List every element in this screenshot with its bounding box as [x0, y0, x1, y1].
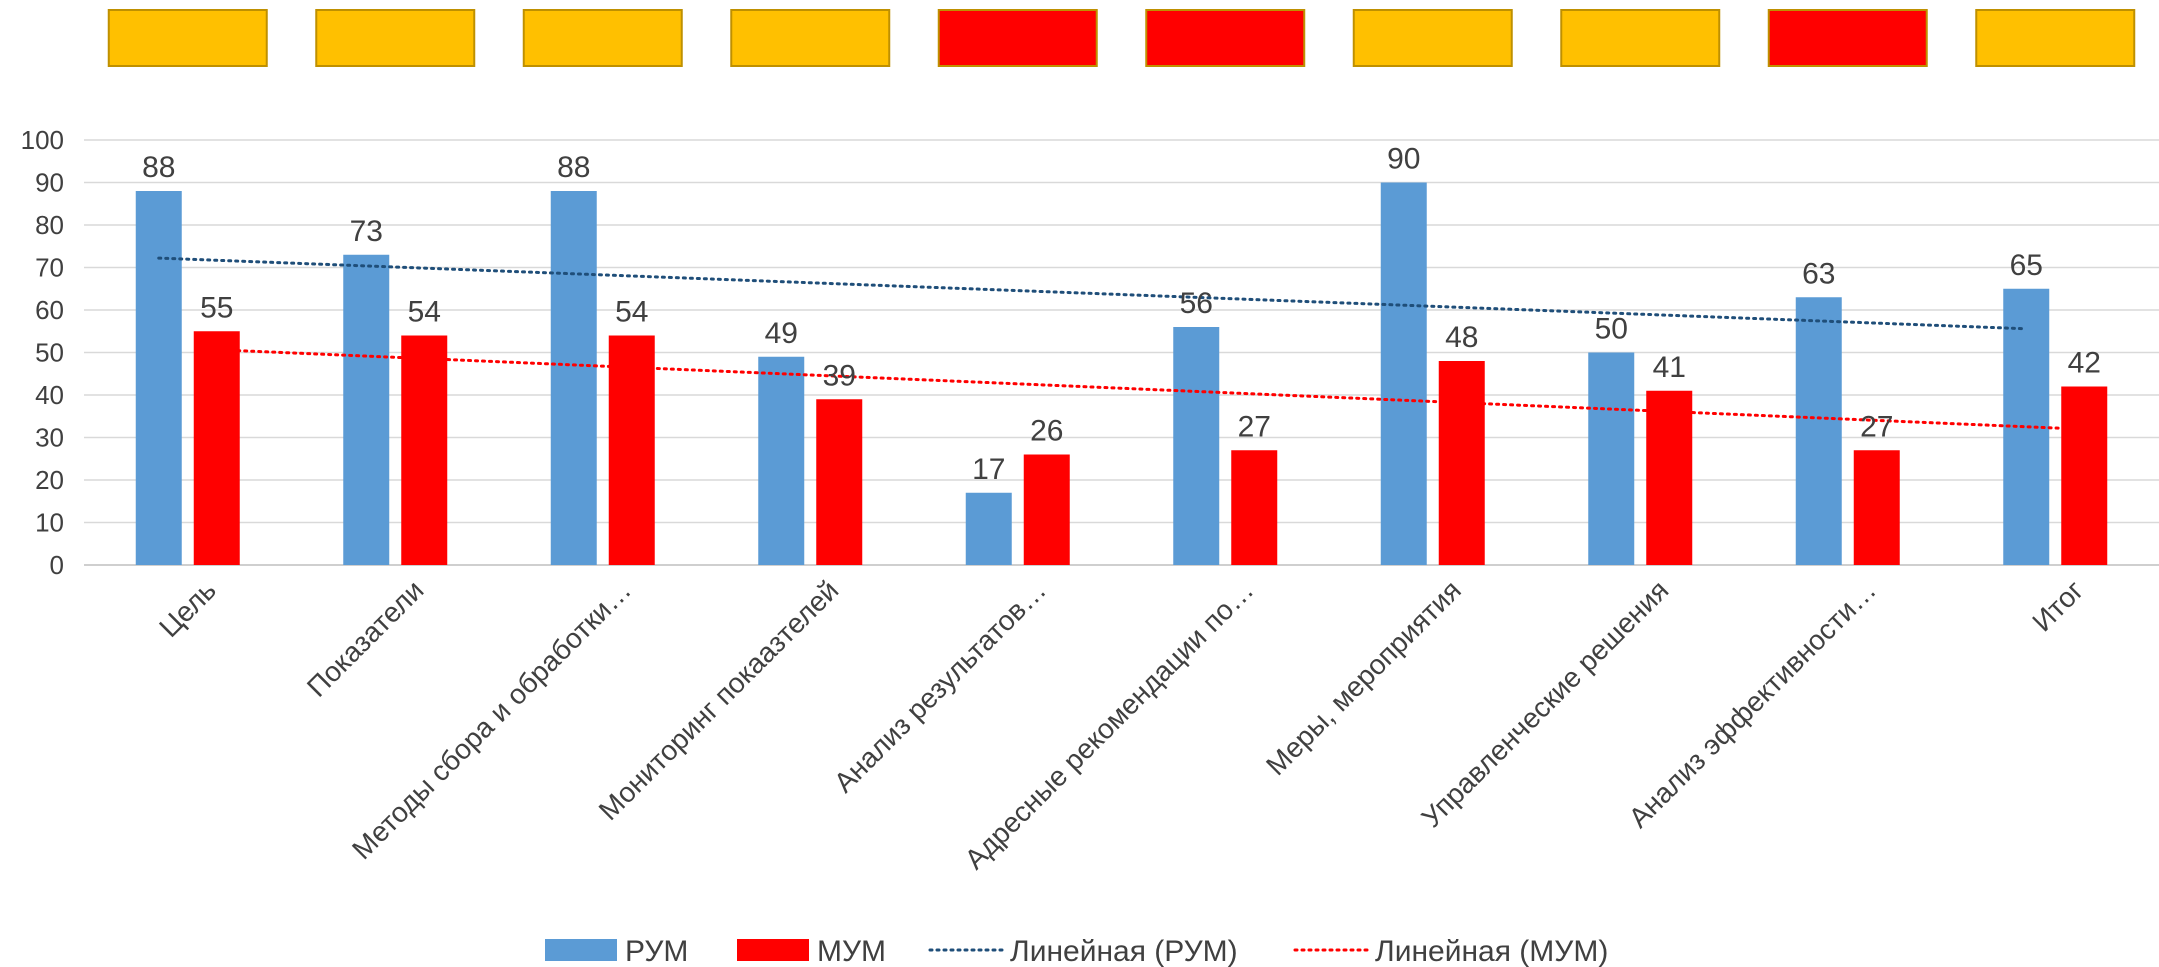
- x-category-label: Итог: [2026, 574, 2089, 637]
- bar-rum: [1173, 327, 1220, 565]
- data-label: 63: [1802, 257, 1835, 290]
- status-indicator: [522, 9, 683, 67]
- status-indicator: [1767, 9, 1928, 67]
- legend-swatch: [545, 939, 617, 961]
- legend-label: Линейная (МУМ): [1375, 935, 1608, 967]
- legend-swatch: [737, 939, 809, 961]
- y-tick-label: 100: [21, 125, 64, 155]
- data-label: 48: [1445, 321, 1478, 354]
- y-tick-label: 0: [50, 550, 64, 580]
- data-label: 88: [142, 151, 175, 184]
- x-category-label: Управленческие решения: [1415, 574, 1674, 833]
- data-label: 27: [1860, 410, 1893, 443]
- bar-rum: [135, 191, 182, 565]
- data-labels: 88 55 73 54 88 54 49 39 17 26 56 27 90 48 50 41 63 27 65 42: [142, 143, 2101, 486]
- y-tick-label: 60: [35, 295, 64, 325]
- trendlines: [157, 256, 2086, 431]
- bar-rum: [1380, 182, 1427, 565]
- legend-label: МУМ: [817, 935, 886, 967]
- data-label: 65: [2010, 249, 2043, 282]
- gridlines: [84, 139, 2159, 566]
- bar-rum: [343, 254, 390, 565]
- data-label: 88: [557, 151, 590, 184]
- data-label: 17: [972, 453, 1005, 486]
- legend-label: РУМ: [625, 935, 688, 967]
- x-category-label: Цель: [153, 574, 222, 643]
- bar-mum: [1438, 361, 1485, 565]
- status-indicator: [315, 9, 476, 67]
- trendline-rum: [157, 256, 2028, 331]
- status-indicator: [107, 9, 268, 67]
- x-category-label: Мониторинг покаазтелей: [593, 574, 845, 826]
- status-indicator: [730, 9, 891, 67]
- status-indicator: [1975, 9, 2136, 67]
- y-tick-label: 20: [35, 465, 64, 495]
- bar-rum: [1588, 352, 1635, 565]
- status-indicator: [1145, 9, 1306, 67]
- status-indicator: [937, 9, 1098, 67]
- y-tick-label: 70: [35, 253, 64, 283]
- bar-mum: [816, 399, 863, 565]
- bar-rum: [758, 356, 805, 565]
- data-label: 41: [1653, 351, 1686, 384]
- bars: [135, 182, 2108, 565]
- y-tick-label: 10: [35, 508, 64, 538]
- data-label: 26: [1030, 415, 1063, 448]
- bar-mum: [193, 331, 240, 565]
- bar-rum: [1795, 297, 1842, 565]
- status-indicator: [1352, 9, 1513, 67]
- data-label: 50: [1595, 313, 1628, 346]
- data-label: 90: [1387, 143, 1420, 176]
- data-label: 73: [350, 215, 383, 248]
- data-label: 27: [1238, 410, 1271, 443]
- status-indicator: [1560, 9, 1721, 67]
- y-tick-label: 40: [35, 380, 64, 410]
- bar-mum: [1646, 390, 1693, 565]
- x-category-label: Показатели: [301, 574, 430, 703]
- bar-mum: [2061, 386, 2108, 565]
- y-tick-label: 30: [35, 423, 64, 453]
- data-label: 49: [765, 317, 798, 350]
- legend-label: Линейная (РУМ): [1010, 935, 1238, 967]
- status-indicator-row: [107, 9, 2136, 67]
- data-label: 55: [200, 291, 233, 324]
- y-tick-label: 50: [35, 338, 64, 368]
- bar-mum: [401, 335, 448, 565]
- legend: РУМ МУМ Линейная (РУМ) Линейная (МУМ): [545, 935, 1608, 967]
- data-label: 39: [823, 359, 856, 392]
- bar-rum: [965, 492, 1012, 565]
- data-label: 54: [408, 296, 441, 329]
- bar-mum: [1231, 450, 1278, 565]
- data-label: 42: [2068, 347, 2101, 380]
- bar-mum: [608, 335, 655, 565]
- data-label: 56: [1180, 287, 1213, 320]
- y-tick-label: 80: [35, 210, 64, 240]
- x-category-label: Меры, мероприятия: [1260, 574, 1467, 781]
- x-category-label: Анализ результатов…: [828, 574, 1052, 798]
- bar-mum: [1023, 454, 1070, 565]
- bar-rum: [550, 191, 597, 565]
- y-tick-label: 90: [35, 168, 64, 198]
- data-label: 54: [615, 296, 648, 329]
- bar-mum: [1853, 450, 1900, 565]
- y-axis-ticks: 0 10 20 30 40 50 60 70 80 90 100: [21, 125, 64, 580]
- x-category-label: Анализ эффективности…: [1623, 574, 1882, 833]
